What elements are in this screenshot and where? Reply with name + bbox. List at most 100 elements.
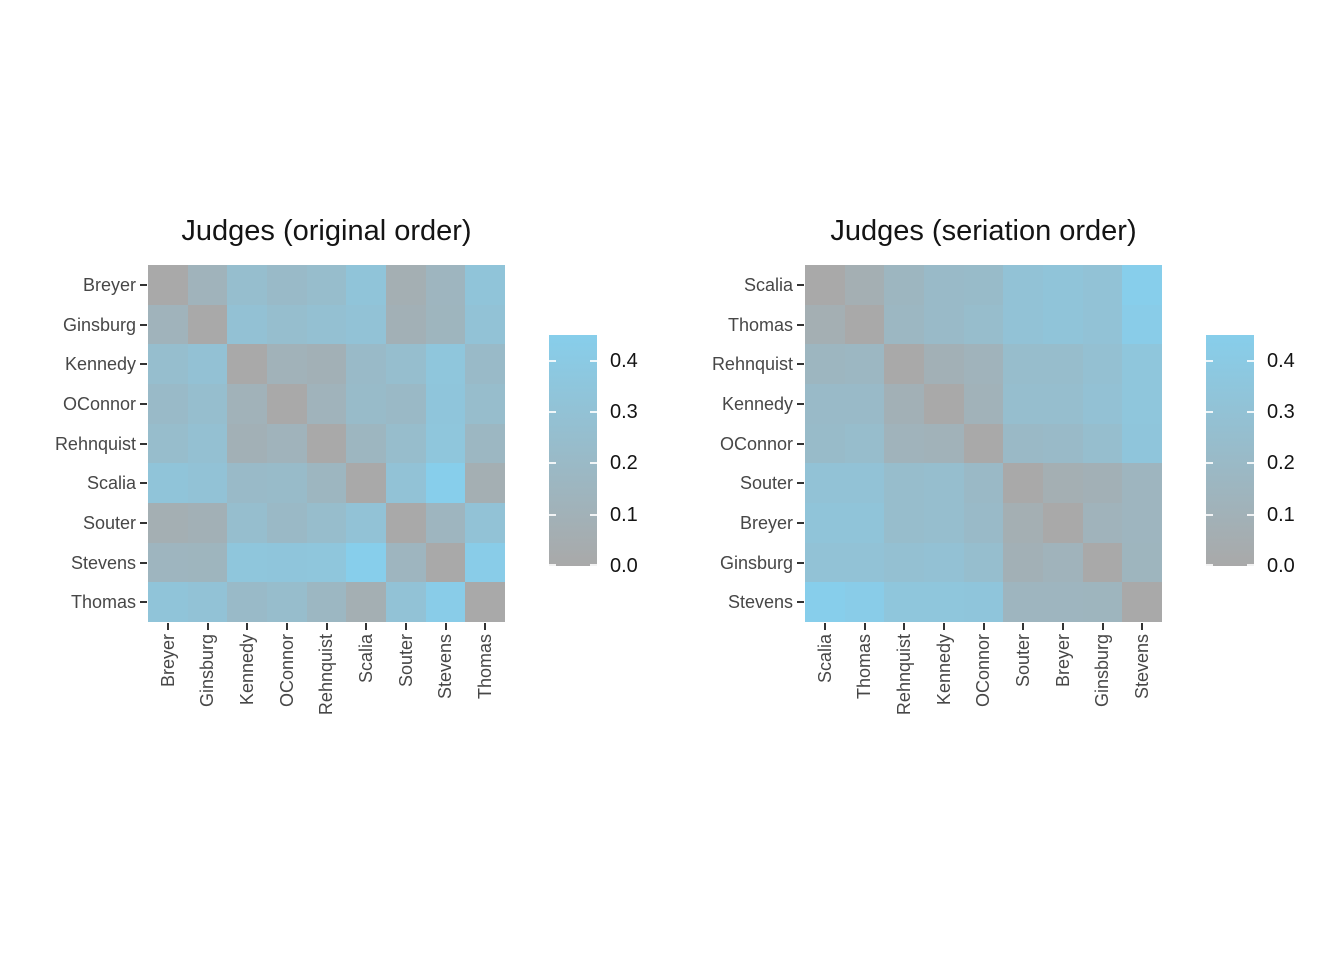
legend-tick-label: 0.0 [1267, 555, 1295, 577]
heatmap-cell [187, 344, 228, 384]
heatmap-cell [346, 344, 386, 384]
legend-tick-mark [590, 513, 597, 516]
heatmap-cell [465, 304, 505, 345]
row-label: Thomas [70, 592, 136, 613]
row-label: Scalia [743, 274, 793, 295]
x-axis-tick [325, 623, 328, 630]
x-axis-tick [903, 623, 906, 630]
heatmap-cell [924, 304, 964, 345]
heatmap-cell [465, 344, 505, 384]
heatmap-cell [805, 384, 845, 424]
heatmap-cell [346, 423, 386, 464]
y-axis-tick [140, 521, 147, 524]
heatmap-cell [1003, 582, 1043, 622]
row-label: Kennedy [64, 354, 136, 375]
heatmap-cell [844, 304, 885, 345]
x-axis-tick [285, 623, 288, 630]
heatmap-cell [1082, 582, 1123, 622]
heatmap-cell [1043, 463, 1083, 503]
column-label-text: Kennedy [933, 634, 954, 706]
heatmap-cell [346, 463, 386, 503]
heatmap-cell [1122, 503, 1162, 543]
y-axis-tick [797, 323, 804, 326]
heatmap-cell [386, 384, 426, 424]
legend-tick-mark [1206, 462, 1213, 465]
heatmap-cell [267, 265, 307, 305]
heatmap-panel-seriation: Judges (seriation order) Scalia Thomas Reh… [657, 0, 1344, 960]
legend-tick-mark [590, 564, 597, 566]
row-label: Stevens [727, 592, 793, 613]
legend-tick-mark [1247, 359, 1254, 362]
heatmap-cell [1122, 423, 1162, 464]
heatmap-cell [884, 304, 924, 345]
heatmap-cell [465, 384, 505, 424]
y-axis-tick [140, 283, 147, 286]
heatmap-cell [227, 304, 267, 345]
heatmap-cell [1082, 265, 1123, 305]
heatmap-cell [1043, 423, 1083, 464]
heatmap-cell [148, 503, 188, 543]
heatmap-cell [306, 463, 347, 503]
heatmap-cell [805, 423, 845, 464]
heatmap-cell [267, 423, 307, 464]
column-label-text: Breyer [157, 634, 178, 688]
heatmap-cell [1043, 582, 1083, 622]
x-axis-tick [942, 623, 945, 630]
heatmap-cell [1082, 304, 1123, 345]
panel-title-seriation: Judges (seriation order) [830, 215, 1137, 247]
legend-tick-mark [590, 359, 597, 362]
y-axis-tick [797, 482, 804, 485]
heatmap-cell [267, 503, 307, 543]
heatmap-cell [346, 265, 386, 305]
column-label-text: Thomas [475, 634, 496, 700]
heatmap-cell [1003, 384, 1043, 424]
heatmap-cell [227, 344, 267, 384]
heatmap-cell [1003, 503, 1043, 543]
heatmap-cell [148, 304, 188, 345]
heatmap-cell [1082, 463, 1123, 503]
x-axis-tick [1022, 623, 1025, 630]
legend-tick-mark [1247, 564, 1254, 566]
legend-tick-mark [1206, 564, 1213, 566]
heatmap-cell [227, 384, 267, 424]
y-axis-tick [797, 402, 804, 405]
heatmap-cell [884, 344, 924, 384]
heatmap-cell [346, 503, 386, 543]
row-label: Stevens [70, 552, 136, 573]
heatmap-cell [148, 542, 188, 583]
column-label-text: Rehnquist [894, 634, 915, 716]
row-label: Souter [739, 473, 793, 494]
legend-tick-label: 0.3 [1267, 401, 1295, 423]
heatmap-panel-original: Judges (original order) Breyer Ginsburg Ke… [55, 215, 638, 716]
y-axis-tick [797, 521, 804, 524]
heatmap-cell [267, 304, 307, 345]
heatmap-cell [465, 463, 505, 503]
heatmap-cell [465, 582, 505, 622]
x-axis-tick [1061, 623, 1064, 630]
heatmap-cell [425, 542, 466, 583]
heatmap-cell [187, 503, 228, 543]
legend-tick-mark [549, 411, 556, 413]
heatmap-cell [306, 423, 347, 464]
heatmap-cell [465, 542, 505, 583]
row-label: Thomas [727, 314, 793, 335]
y-axis-tick [140, 363, 147, 366]
y-axis-tick [140, 601, 147, 604]
heatmap-cell [1122, 463, 1162, 503]
heatmap-cell [1122, 384, 1162, 424]
heatmap-cell [884, 265, 924, 305]
column-label-text: Rehnquist [316, 634, 337, 716]
heatmap-cell [1043, 265, 1083, 305]
heatmap-cell [844, 503, 885, 543]
heatmap-cell [884, 503, 924, 543]
heatmap-cell [148, 344, 188, 384]
legend-tick-label: 0.4 [1267, 349, 1295, 372]
legend-gradient-bar [549, 335, 597, 566]
legend-tick-mark [590, 462, 597, 465]
heatmap-cell [924, 542, 964, 583]
heatmap-cell [884, 542, 924, 583]
heatmap-cell [844, 384, 885, 424]
heatmap-cell [924, 265, 964, 305]
heatmap-cell [267, 344, 307, 384]
heatmap-cell [148, 384, 188, 424]
